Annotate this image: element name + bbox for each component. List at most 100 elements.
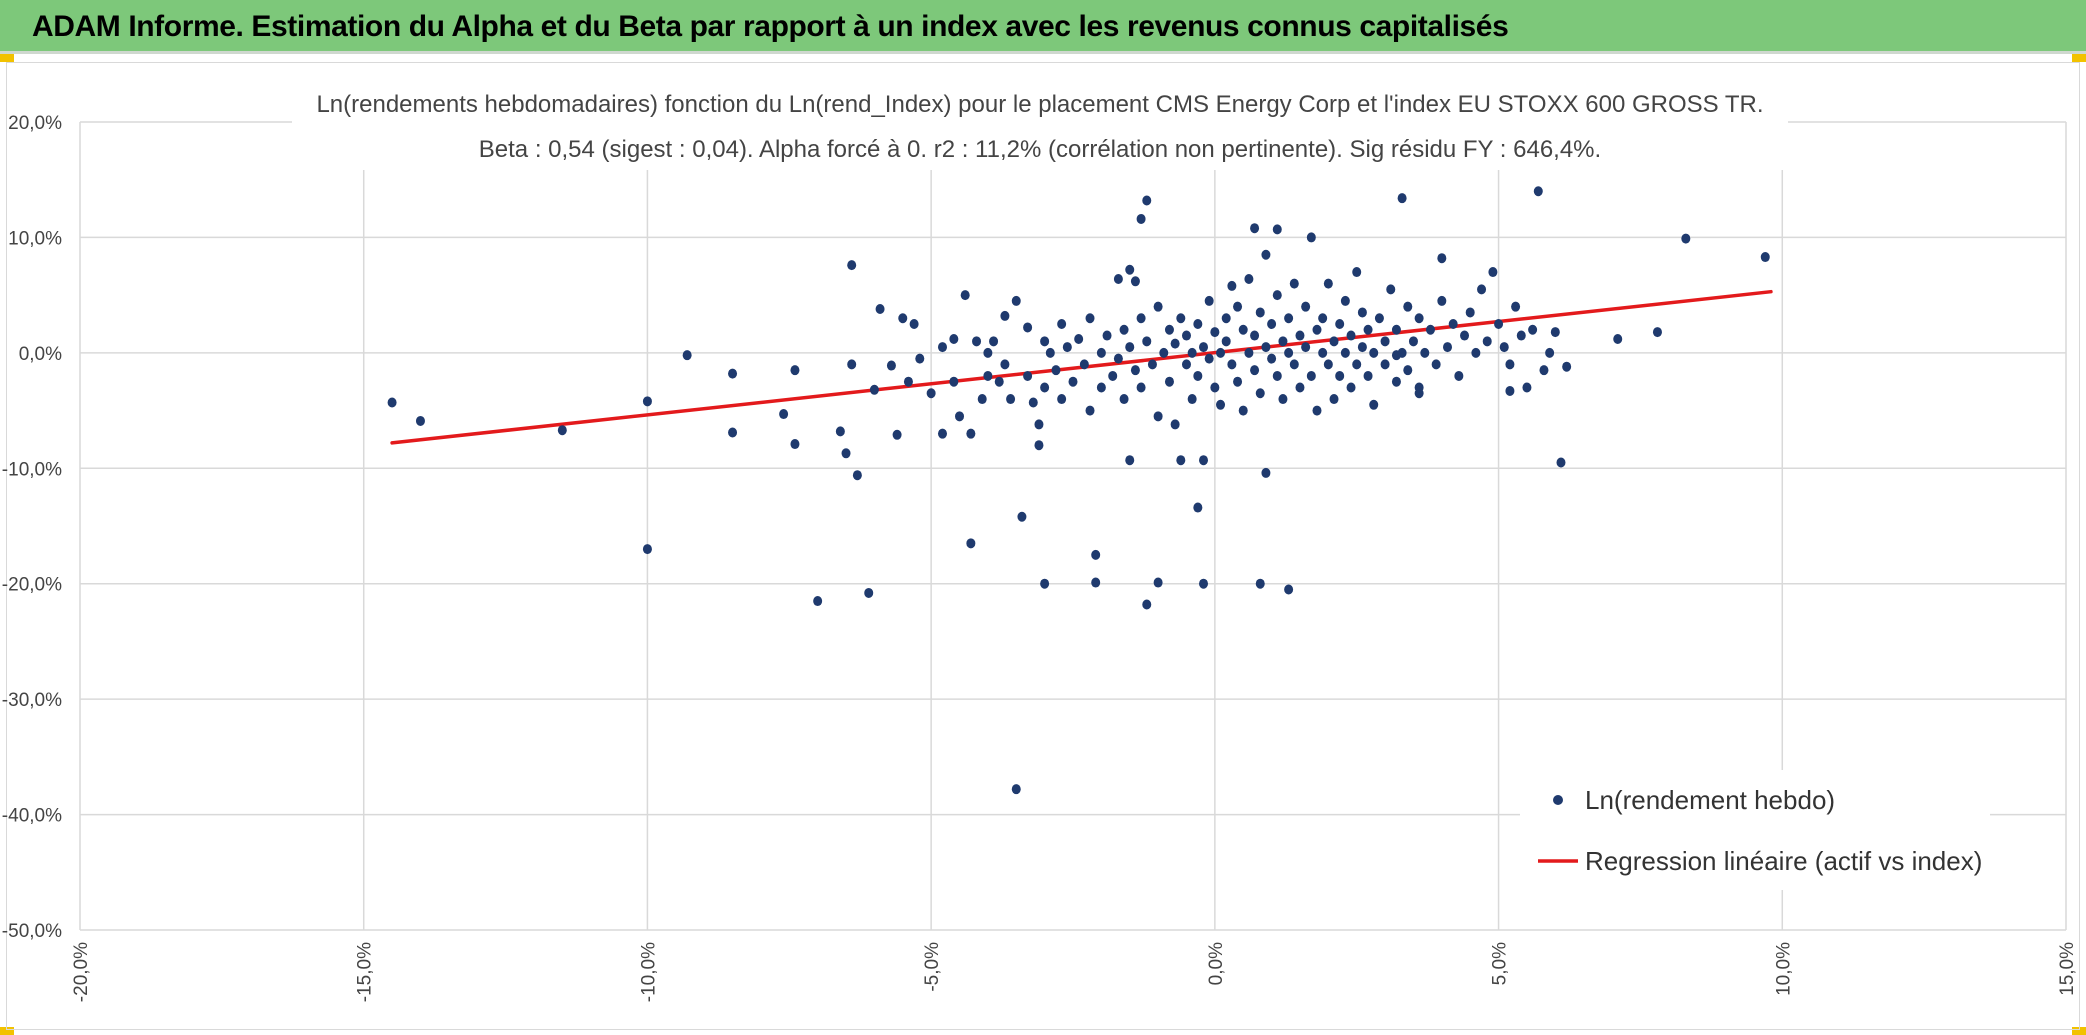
data-point [1187, 394, 1197, 405]
data-point [1477, 284, 1487, 295]
data-point [1125, 455, 1135, 466]
data-point [1295, 382, 1305, 393]
data-point [1233, 301, 1243, 312]
data-point [1272, 290, 1282, 301]
data-point [1091, 549, 1101, 560]
data-point [994, 376, 1004, 387]
data-point [1051, 365, 1061, 376]
data-point [1221, 313, 1231, 324]
data-point [1011, 295, 1021, 306]
data-point [972, 336, 982, 347]
data-point [1227, 280, 1237, 291]
data-point [1193, 370, 1203, 381]
data-point [1199, 578, 1209, 589]
data-point [966, 428, 976, 439]
data-point [949, 334, 959, 345]
data-point [892, 429, 902, 440]
data-point [1204, 295, 1214, 306]
data-point [1113, 353, 1123, 364]
data-point [1216, 399, 1226, 410]
data-point [1085, 313, 1095, 324]
x-tick-label: -15,0% [355, 942, 376, 1002]
data-point [1465, 307, 1475, 318]
data-point [1176, 455, 1186, 466]
data-point [1153, 577, 1163, 588]
data-point [1136, 213, 1146, 224]
y-tick-label: -10,0% [2, 459, 62, 480]
data-point [1306, 232, 1316, 243]
data-point [1136, 313, 1146, 324]
data-point [1289, 359, 1299, 370]
data-point [1511, 301, 1521, 312]
data-point [1408, 336, 1418, 347]
data-point [557, 425, 567, 436]
chart-gridlines [79, 121, 2067, 931]
data-point [1238, 324, 1248, 335]
data-point [1040, 336, 1050, 347]
data-point [1278, 336, 1288, 347]
data-point [1346, 382, 1356, 393]
data-point [1096, 347, 1106, 358]
data-point [813, 596, 823, 607]
data-point [1613, 334, 1623, 345]
data-point [983, 347, 993, 358]
data-point [1357, 342, 1367, 353]
chart-area [6, 62, 2080, 1030]
data-point [1454, 370, 1464, 381]
data-point [1312, 405, 1322, 416]
x-tick-label: -20,0% [71, 942, 92, 1002]
data-point [1340, 295, 1350, 306]
data-point [966, 538, 976, 549]
data-point [1181, 359, 1191, 370]
data-point [1040, 578, 1050, 589]
chart-title: Ln(rendements hebdomadaires) fonction du… [316, 91, 1763, 118]
data-point [1340, 347, 1350, 358]
data-point [1431, 359, 1441, 370]
chart-title-background [292, 84, 1788, 170]
data-point [1108, 370, 1118, 381]
data-point [1187, 347, 1197, 358]
data-point [886, 360, 896, 371]
data-point [1391, 350, 1401, 361]
data-point [1391, 324, 1401, 335]
data-point [790, 439, 800, 450]
y-tick-label: -50,0% [2, 921, 62, 942]
data-point [1522, 382, 1532, 393]
data-point [1170, 338, 1180, 349]
data-point [1386, 284, 1396, 295]
data-point [847, 359, 857, 370]
data-point [1369, 347, 1379, 358]
x-tick-label: 15,0% [2057, 942, 2078, 996]
data-point [1102, 330, 1112, 341]
data-point [1352, 267, 1362, 278]
y-tick-label: 0,0% [19, 344, 62, 365]
data-point [1199, 455, 1209, 466]
data-point [1505, 359, 1515, 370]
data-point [1261, 249, 1271, 260]
x-tick-label: -10,0% [638, 942, 659, 1002]
data-point [642, 544, 652, 555]
data-point [1074, 334, 1084, 345]
data-point [1494, 319, 1504, 329]
data-point [903, 376, 913, 387]
data-point [1403, 301, 1413, 312]
data-point [1244, 347, 1254, 358]
data-point [1221, 336, 1231, 347]
data-point [1125, 342, 1135, 353]
data-point [1460, 330, 1470, 341]
data-point [949, 376, 959, 387]
data-point [1284, 313, 1294, 324]
data-point [1323, 278, 1333, 289]
corner-marker-top-left [0, 54, 14, 62]
data-point [1113, 273, 1123, 284]
legend-background [1520, 770, 1990, 890]
data-point [1363, 370, 1373, 381]
chart-title-block: Ln(rendements hebdomadaires) fonction du… [292, 84, 1788, 170]
data-point [1550, 327, 1560, 338]
data-point [1397, 193, 1407, 204]
data-point [1335, 370, 1345, 381]
data-point [1125, 264, 1135, 275]
data-point [1028, 397, 1038, 408]
report-title: ADAM Informe. Estimation du Alpha et du … [32, 10, 1509, 43]
